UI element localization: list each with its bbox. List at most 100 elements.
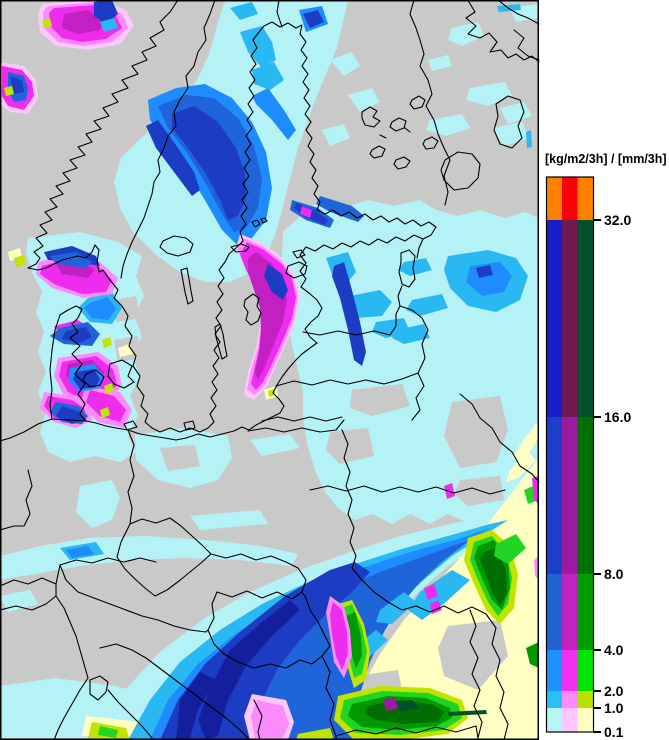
precip-rain-intense-layer-shape (303, 10, 324, 28)
legend-tick-1: 1.0 (604, 700, 624, 716)
precip-rain-trace-layer-shape (160, 445, 200, 471)
precip-snow-layer-shape (392, 700, 420, 712)
precip-rain-heavy-layer-shape (316, 196, 364, 222)
coastlines-and-borders-shape (180, 267, 194, 305)
legend-tick-0p1: 0.1 (604, 724, 624, 740)
legend-seg (577, 220, 594, 417)
coastlines-and-borders-shape (395, 238, 424, 315)
precip-cores-overlay-shape (104, 383, 114, 394)
coastlines-and-borders-shape (389, 117, 407, 132)
legend-seg (577, 650, 594, 691)
coastlines-and-borders (0, 0, 540, 740)
legend-title: [kg/m2/3h] / [mm/3h] (545, 152, 667, 166)
precip-rain-light-layer-shape (252, 62, 284, 90)
coastlines-and-borders-shape (0, 564, 61, 587)
coastlines-and-borders-shape (253, 699, 263, 740)
coastlines-and-borders-shape (0, 469, 33, 531)
coastlines-and-borders-shape (207, 591, 331, 669)
precip-rain-trace-layer-shape (322, 124, 350, 146)
coastlines-and-borders-shape (285, 261, 308, 279)
precip-rain-heavy-layer-shape (376, 592, 416, 624)
precip-rain-intense-layer-shape (172, 106, 246, 220)
precip-rain-trace-layer-shape (250, 434, 300, 456)
coastlines-and-borders-shape (299, 234, 424, 256)
coastlines-and-borders-shape (493, 95, 525, 149)
precip-rain-light-layer-shape (240, 26, 276, 68)
precip-rain-trace-layer-shape (326, 428, 374, 464)
coastlines-and-borders-shape (465, 1, 540, 63)
legend-seg (577, 177, 594, 220)
coastlines-and-borders-shape (440, 151, 481, 191)
coastlines-and-borders-shape (107, 359, 135, 389)
coastlines-and-borders-shape (207, 591, 218, 631)
coastlines-and-borders-shape (513, 29, 540, 61)
precip-mixed-layer-shape (424, 584, 438, 600)
coastlines-and-borders-shape (123, 420, 138, 431)
precip-rain-trace-layer-shape (466, 82, 512, 106)
precip-rain-trace-layer-shape (282, 200, 539, 525)
legend-tick-16: 16.0 (604, 409, 631, 425)
precip-rain-intense-layer-shape (176, 672, 216, 740)
precip-rain-intense-layer-shape (198, 600, 300, 740)
coastlines-and-borders-shape (82, 369, 105, 388)
coastlines-and-borders-shape (497, 0, 540, 25)
coastlines-and-borders-shape (55, 595, 89, 679)
coastlines-and-borders-shape (0, 583, 57, 611)
coastlines-and-borders-shape (210, 553, 299, 569)
coastlines-and-borders-shape (89, 675, 109, 701)
precip-mixed-layer-shape (62, 10, 104, 34)
coastlines-and-borders-shape (230, 243, 250, 253)
precip-rain-trace-layer-shape (348, 88, 380, 112)
precip-mixed-layer-shape (251, 700, 289, 738)
legend-ticks: 32.0 16.0 8.0 4.0 2.0 1.0 0.1 (593, 212, 631, 740)
coastlines-and-borders-shape (251, 217, 268, 228)
precip-rain-trace-layer-shape (190, 510, 268, 530)
legend-seg (546, 417, 562, 574)
precip-cores-overlay-shape (100, 407, 110, 418)
coastlines-and-borders-shape (309, 485, 506, 495)
coastlines-and-borders-shape (27, 0, 179, 273)
legend-colorbar-frame (545, 176, 595, 733)
precip-rain-heavy-layer-shape (408, 570, 470, 620)
precip-rain-trace-layer-shape (454, 476, 504, 506)
precip-rain-trace-layer-shape (350, 384, 410, 416)
precip-rain-trace-layer-shape (448, 22, 484, 46)
precip-rain-trace-layer-shape (330, 52, 360, 76)
legend-seg (562, 220, 578, 417)
coastlines-and-borders-shape (99, 643, 147, 659)
precip-rain-moderate-layer-shape (84, 297, 116, 320)
legend-seg (546, 177, 562, 220)
precip-cores-overlay-shape (10, 76, 24, 94)
legend-seg (577, 691, 594, 708)
precip-snow-trace-layer-shape (438, 620, 508, 690)
precip-rain-moderate-layer-shape (252, 88, 296, 140)
coastlines-and-borders-shape (341, 429, 357, 569)
precip-snow-layer-shape (346, 612, 362, 668)
legend-tick-32: 32.0 (604, 212, 631, 228)
precip-cores-overlay-shape (50, 252, 92, 268)
legend-seg (546, 574, 562, 650)
precip-rain-moderate-layer-shape (66, 546, 94, 558)
precip-snow-layer-shape (494, 534, 526, 564)
legend-seg (546, 650, 562, 691)
precip-rain-intense-layer-shape (332, 262, 366, 366)
coastlines-and-borders-shape (422, 136, 439, 150)
precip-cores-overlay-shape (102, 337, 112, 348)
legend-seg (546, 708, 562, 732)
coastlines-and-borders-shape (183, 420, 196, 431)
precip-cores-overlay-shape (62, 327, 92, 343)
legend-seg (577, 417, 594, 574)
coastlines-and-borders-shape (302, 313, 397, 336)
precip-cores-overlay-shape (264, 264, 288, 300)
coastlines-and-borders-shape (379, 127, 411, 139)
coastlines-and-borders-shape (393, 156, 411, 170)
precip-mixed-layer-shape (86, 390, 126, 422)
coastlines-and-borders-shape (275, 372, 419, 387)
legend: [kg/m2/3h] / [mm/3h] (539, 0, 669, 740)
coastlines-and-borders-shape (351, 567, 487, 615)
precip-cores-overlay-shape (73, 369, 100, 389)
coastlines-and-borders-shape (409, 95, 426, 110)
coastlines-and-borders-shape (292, 249, 306, 259)
